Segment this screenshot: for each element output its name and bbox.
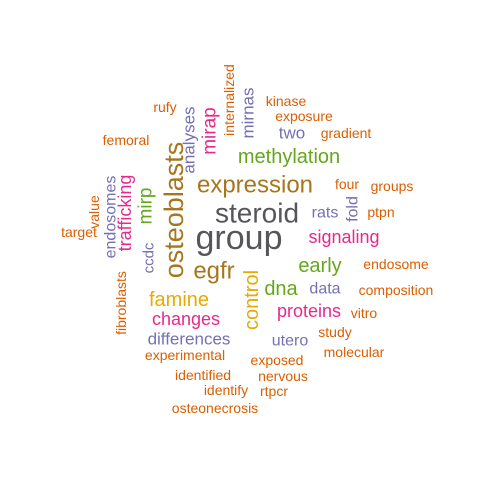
- word-group: group: [196, 219, 283, 257]
- word-control: control: [241, 270, 263, 330]
- word-endosome: endosome: [363, 256, 429, 272]
- word-gradient: gradient: [321, 125, 372, 141]
- word-target: target: [61, 224, 97, 240]
- word-dna: dna: [264, 278, 298, 300]
- word-nervous: nervous: [258, 368, 308, 384]
- word-ccdc: ccdc: [141, 242, 158, 273]
- word-rats: rats: [312, 205, 339, 222]
- word-endosomes: endosomes: [103, 176, 120, 259]
- word-exposure: exposure: [275, 108, 333, 124]
- word-early: early: [298, 255, 341, 277]
- word-famine: famine: [149, 289, 209, 311]
- word-composition: composition: [359, 282, 434, 298]
- word-experimental: experimental: [145, 347, 225, 363]
- word-groups: groups: [371, 178, 414, 194]
- word-fold: fold: [345, 196, 362, 222]
- word-signaling: signaling: [308, 227, 379, 247]
- word-osteonecrosis: osteonecrosis: [172, 400, 258, 416]
- word-methylation: methylation: [238, 146, 340, 168]
- word-steroid: steroid: [215, 198, 299, 229]
- word-expression: expression: [197, 172, 313, 199]
- word-rufy: rufy: [153, 99, 176, 115]
- word-identified: identified: [175, 367, 231, 383]
- word-ptpn: ptpn: [367, 204, 394, 220]
- word-internalized: internalized: [221, 64, 237, 136]
- word-differences: differences: [148, 330, 231, 349]
- word-osteoblasts: osteoblasts: [159, 142, 189, 279]
- word-study: study: [318, 324, 351, 340]
- word-changes: changes: [152, 309, 220, 329]
- word-kinase: kinase: [266, 93, 307, 109]
- word-analyses: analyses: [180, 106, 199, 173]
- word-data: data: [309, 281, 340, 298]
- word-vitro: vitro: [351, 305, 378, 321]
- word-identify: identify: [204, 382, 248, 398]
- word-utero: utero: [272, 333, 309, 350]
- word-trafficking: trafficking: [115, 175, 135, 252]
- word-mirnas: mirnas: [239, 87, 258, 138]
- word-molecular: molecular: [324, 344, 385, 360]
- word-mirap: mirap: [200, 107, 221, 155]
- word-rtpcr: rtpcr: [260, 383, 288, 399]
- word-egfr: egfr: [193, 258, 234, 285]
- word-fibroblasts: fibroblasts: [113, 271, 129, 335]
- word-proteins: proteins: [277, 301, 341, 321]
- word-exposed: exposed: [251, 352, 304, 368]
- word-two: two: [279, 124, 305, 143]
- word-femoral: femoral: [103, 132, 150, 148]
- word-value: value: [86, 195, 102, 229]
- word-mirp: mirp: [136, 188, 157, 225]
- word-four: four: [335, 176, 359, 192]
